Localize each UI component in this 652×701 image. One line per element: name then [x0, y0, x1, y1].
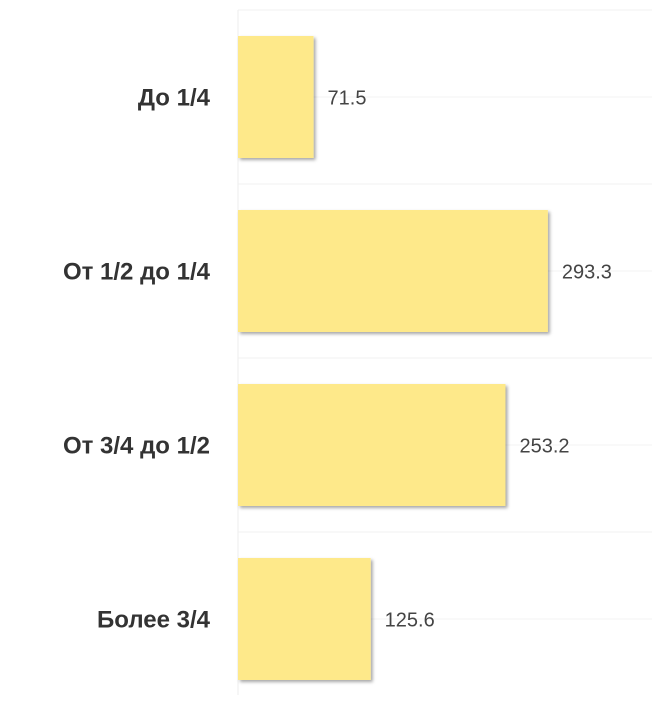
value-label: 293.3 [562, 261, 612, 283]
value-label: 125.6 [385, 609, 435, 631]
category-label: От 3/4 до 1/2 [63, 432, 210, 459]
bar [238, 36, 314, 158]
category-label: Более 3/4 [97, 606, 211, 633]
bar [238, 210, 548, 332]
bar [238, 384, 506, 506]
bar [238, 558, 371, 680]
category-label: До 1/4 [138, 84, 211, 111]
category-label: От 1/2 до 1/4 [63, 258, 211, 285]
value-label: 253.2 [519, 435, 569, 457]
value-label: 71.5 [328, 87, 367, 109]
